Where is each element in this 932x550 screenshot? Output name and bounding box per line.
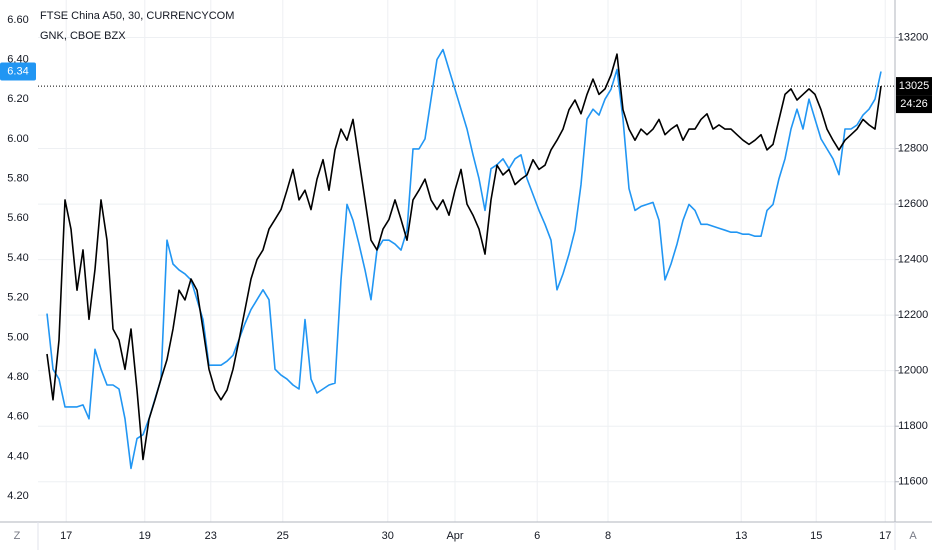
x-tick-label: 30 [382, 530, 394, 542]
y2-tick-label: 12800 [898, 142, 929, 154]
y2-tick-label: 13200 [898, 31, 929, 43]
price-tag [0, 62, 36, 81]
x-tick-label: 6 [534, 530, 540, 542]
y2-tick-label: 12200 [898, 309, 929, 321]
countdown-tag [896, 95, 932, 114]
y-tick-label: 5.60 [7, 212, 28, 224]
legend-main: FTSE China A50, 30, CURRENCYCOM [40, 10, 234, 22]
y-tick-label: 4.40 [7, 450, 28, 462]
y-tick-label: 6.00 [7, 133, 28, 145]
plot [46, 48, 882, 470]
x-tick-label: 17 [879, 530, 891, 542]
x-tick-label: 25 [277, 530, 289, 542]
y-tick-label: 6.60 [7, 14, 28, 26]
x-tick-label: Apr [446, 530, 463, 542]
y2-tick-label: 11600 [898, 476, 928, 488]
y-tick-label: 5.80 [7, 173, 28, 185]
y-tick-label: 6.40 [7, 53, 28, 65]
y-tick-label: 4.60 [7, 411, 28, 423]
auto-scale-button[interactable]: A [909, 530, 917, 542]
x-tick-label: 13 [735, 530, 747, 542]
y-tick-label: 4.20 [7, 490, 28, 502]
price-tag [896, 77, 932, 96]
y2-tick-label: 11800 [898, 420, 928, 432]
y2-tick-label: 12000 [898, 365, 929, 377]
price-tags: 6.34 13025 24:26 [0, 62, 932, 114]
price-tag-label: 13025 [899, 80, 930, 92]
x-tick-label: 19 [139, 530, 151, 542]
y-tick-label: 5.20 [7, 292, 28, 304]
price-tag-label: 6.34 [7, 65, 28, 77]
x-tick-label: 8 [605, 530, 611, 542]
countdown-label: 24:26 [900, 98, 928, 110]
series-line [46, 53, 882, 461]
y-tick-label: 4.80 [7, 371, 28, 383]
y-tick-label: 5.40 [7, 252, 28, 264]
x-tick-label: 23 [205, 530, 217, 542]
legend-compare: GNK, CBOE BZX [40, 30, 126, 42]
series-line [46, 48, 882, 470]
y-tick-label: 5.00 [7, 331, 28, 343]
x-tick-label: 15 [810, 530, 822, 542]
y2-tick-label: 12400 [898, 254, 929, 266]
y2-tick-label: 12600 [898, 198, 929, 210]
y-tick-label: 6.20 [7, 93, 28, 105]
zoom-button[interactable]: Z [14, 530, 21, 542]
x-tick-label: 17 [60, 530, 72, 542]
